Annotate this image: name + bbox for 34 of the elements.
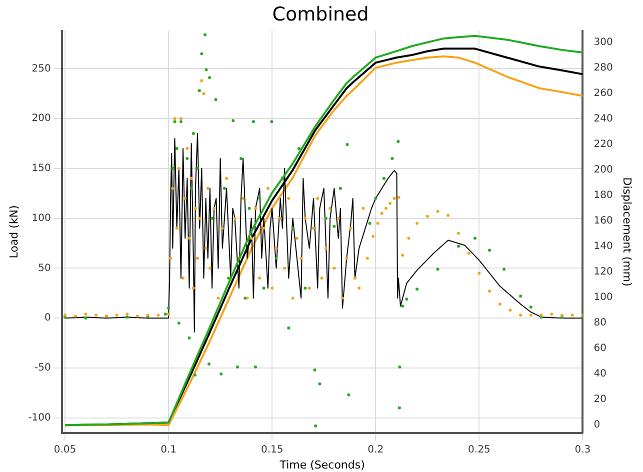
y2-tick-label: 0 <box>594 420 600 431</box>
y2-tick-label: 140 <box>594 241 613 252</box>
y2-tick-label: 40 <box>594 368 606 380</box>
y2-tick-label: 220 <box>594 138 613 150</box>
y2-tick-label: 80 <box>594 318 606 329</box>
y-tick-label: -100 <box>28 412 51 424</box>
y2-tick-label: 180 <box>594 190 613 202</box>
y2-tick-label: 100 <box>594 292 613 304</box>
y2-tick-label: 260 <box>594 88 613 99</box>
y2-tick-label: 160 <box>594 216 613 227</box>
y2-tick-label: 120 <box>594 266 613 278</box>
x-axis-title: Time (Seconds) <box>278 458 365 472</box>
y-tick-label: 100 <box>32 212 51 224</box>
x-tick-label: 0.3 <box>574 444 591 456</box>
y-tick-label: 50 <box>38 262 51 274</box>
y-tick-label: 200 <box>32 113 51 124</box>
x-tick-label: 0.2 <box>368 444 384 456</box>
x-tick-label: 0.1 <box>160 444 176 456</box>
y-tick-label: 0 <box>44 312 51 324</box>
y-tick-label: -50 <box>34 362 51 374</box>
chart-title: Combined <box>272 3 369 26</box>
x-tick-label: 0.15 <box>260 444 284 456</box>
x-tick-label: 0.05 <box>54 444 76 456</box>
y2-tick-label: 20 <box>594 394 606 406</box>
y2-tick-label: 280 <box>594 62 613 74</box>
y-axis-title: Load (kN) <box>7 205 20 258</box>
y2-tick-label: 200 <box>594 164 613 176</box>
y2-axis-title: Displacement (mm) <box>620 177 634 286</box>
y2-tick-label: 60 <box>594 343 606 354</box>
y-tick-label: 250 <box>32 63 51 74</box>
y2-tick-label: 300 <box>594 36 613 48</box>
y-tick-label: 150 <box>32 163 51 174</box>
x-tick-label: 0.25 <box>468 444 490 456</box>
y2-tick-label: 240 <box>594 113 613 124</box>
